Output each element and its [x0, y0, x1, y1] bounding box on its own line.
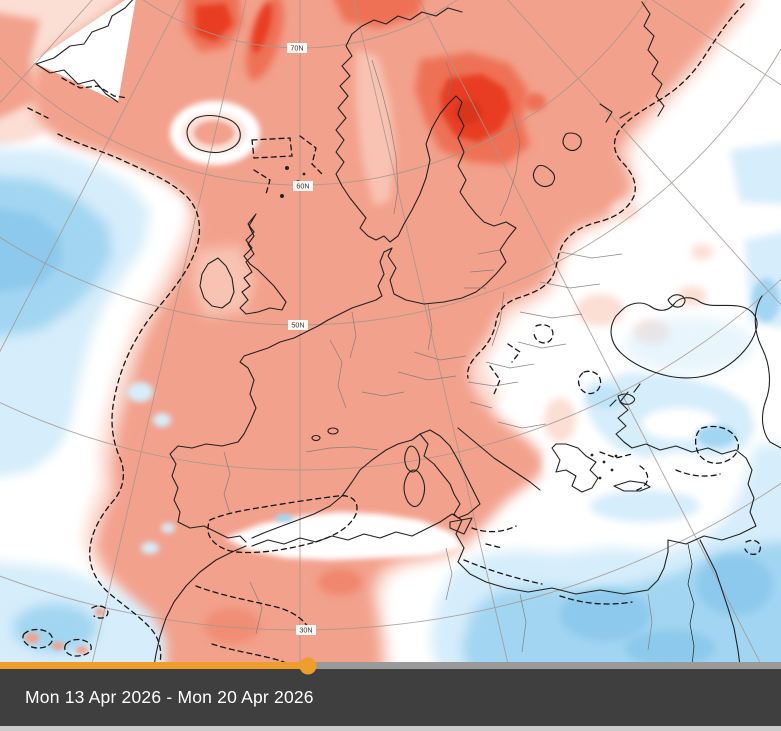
- svg-text:70N: 70N: [290, 44, 303, 53]
- coastlines: [35, 0, 781, 662]
- svg-text:60N: 60N: [296, 182, 309, 191]
- date-range-text: Mon 13 Apr 2026 - Mon 20 Apr 2026: [25, 687, 314, 707]
- anomaly-contours: [22, 3, 761, 662]
- country-borders: [223, 59, 653, 653]
- latitude-labels: 70N 60N 50N 30N: [287, 43, 316, 635]
- svg-text:30N: 30N: [299, 626, 312, 635]
- weather-map: 70N 60N 50N 30N: [0, 0, 781, 662]
- anomaly-field: [0, 0, 781, 662]
- timeline-slider[interactable]: [0, 662, 781, 669]
- svg-text:50N: 50N: [291, 321, 304, 330]
- timeline-slider-handle[interactable]: [299, 657, 317, 674]
- timeline-progress: [0, 662, 308, 669]
- date-range-caption-bar: Mon 13 Apr 2026 - Mon 20 Apr 2026: [0, 669, 781, 726]
- footer-strip: [0, 726, 781, 731]
- weather-map-canvas: 70N 60N 50N 30N: [0, 0, 781, 662]
